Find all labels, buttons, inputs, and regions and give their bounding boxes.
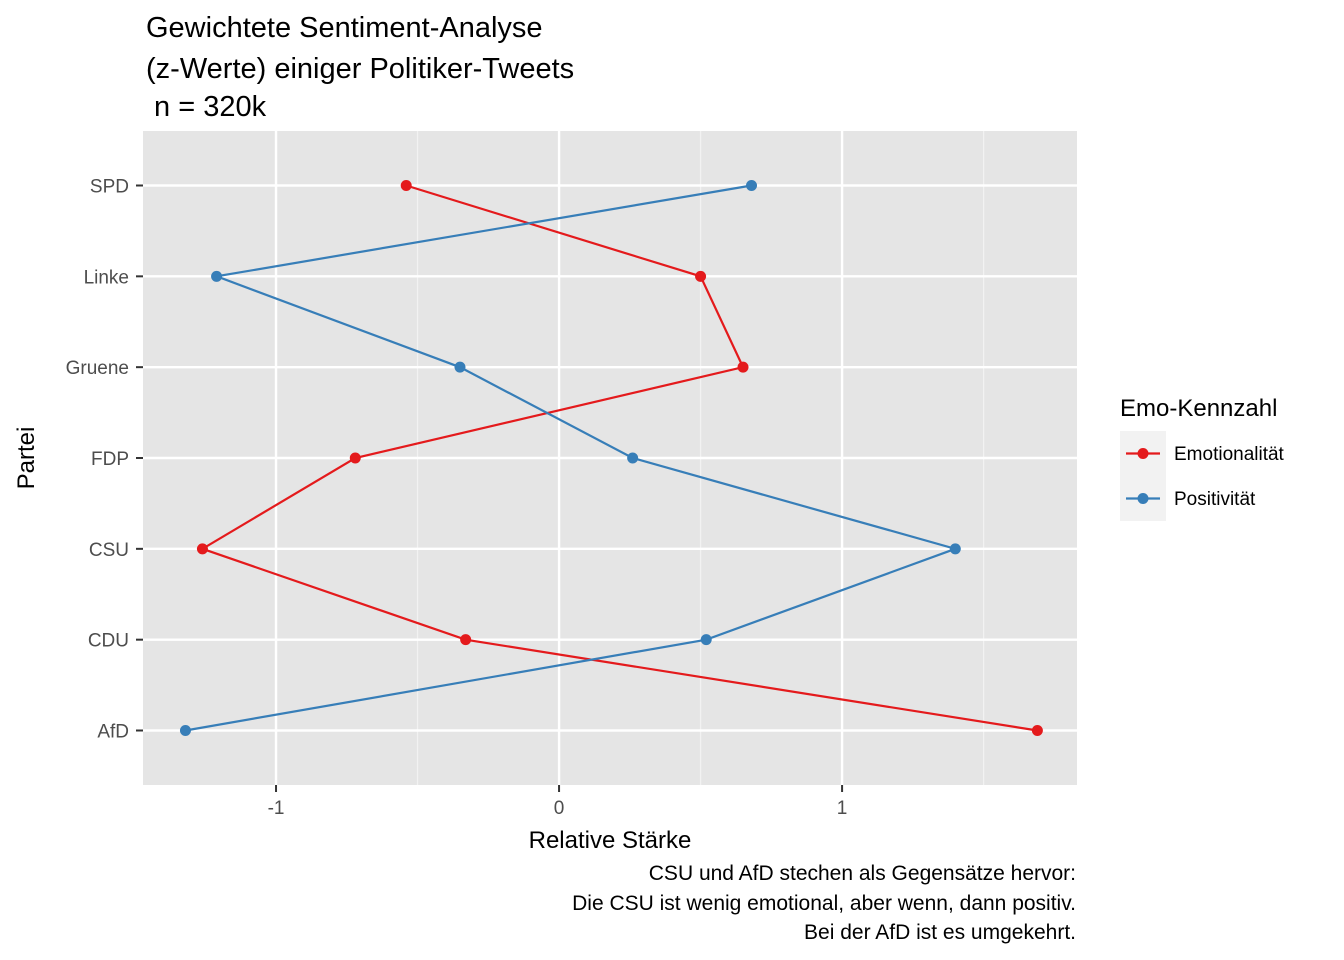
point-1-spd (746, 180, 758, 191)
point-1-afd (179, 725, 191, 736)
y-tick-label-fdp: FDP (91, 449, 129, 470)
y-tick-label-csu: CSU (89, 540, 129, 561)
legend-label-0: Emotionalität (1174, 444, 1285, 465)
point-0-spd (400, 180, 412, 191)
x-axis-label: Relative Stärke (529, 827, 692, 854)
x-axis: -1 0 1 (268, 785, 848, 819)
point-1-fdp (627, 452, 639, 464)
title-line-1: Gewichtete Sentiment-Analyse (146, 12, 543, 44)
point-0-gruene (737, 361, 749, 373)
point-0-afd (1031, 725, 1043, 736)
y-tick-label-linke: Linke (84, 267, 129, 288)
legend-title: Emo-Kennzahl (1120, 395, 1277, 422)
point-0-fdp (349, 452, 361, 464)
point-1-gruene (454, 361, 466, 373)
legend: Emo-Kennzahl Emotionalität Positivität (1120, 395, 1285, 521)
x-tick-label-2: 1 (837, 798, 848, 819)
series-layer (179, 180, 1043, 736)
legend-key-point-1 (1137, 493, 1149, 504)
x-tick-label-0: -1 (268, 798, 285, 819)
caption: CSU und AfD stechen als Gegensätze hervo… (572, 862, 1076, 944)
y-tick-label-afd: AfD (97, 722, 129, 743)
y-tick-label-spd: SPD (90, 177, 129, 198)
title-line-3: n = 320k (146, 91, 267, 123)
y-axis: AfD CDU CSU FDP Gruene Linke SPD (66, 177, 143, 743)
grid-major-y (143, 184, 1077, 732)
point-0-cdu (460, 634, 472, 646)
point-1-csu (949, 543, 961, 555)
point-0-csu (196, 543, 208, 555)
caption-line-2: Die CSU ist wenig emotional, aber wenn, … (572, 892, 1076, 915)
y-tick-label-gruene: Gruene (66, 358, 129, 379)
caption-line-1: CSU und AfD stechen als Gegensätze hervo… (649, 862, 1076, 885)
legend-key-point-0 (1137, 448, 1149, 459)
caption-line-3: Bei der AfD ist es umgekehrt. (804, 921, 1076, 944)
point-1-linke (211, 270, 223, 282)
y-tick-label-cdu: CDU (88, 631, 129, 652)
title-line-2: (z-Werte) einiger Politiker-Tweets (146, 53, 574, 85)
chart-title: Gewichtete Sentiment-Analyse (z-Werte) e… (146, 12, 574, 123)
y-axis-label: Partei (13, 427, 40, 490)
point-0-linke (695, 270, 707, 282)
legend-label-1: Positivität (1174, 489, 1256, 510)
point-1-cdu (700, 634, 712, 646)
x-tick-label-1: 0 (554, 798, 565, 819)
